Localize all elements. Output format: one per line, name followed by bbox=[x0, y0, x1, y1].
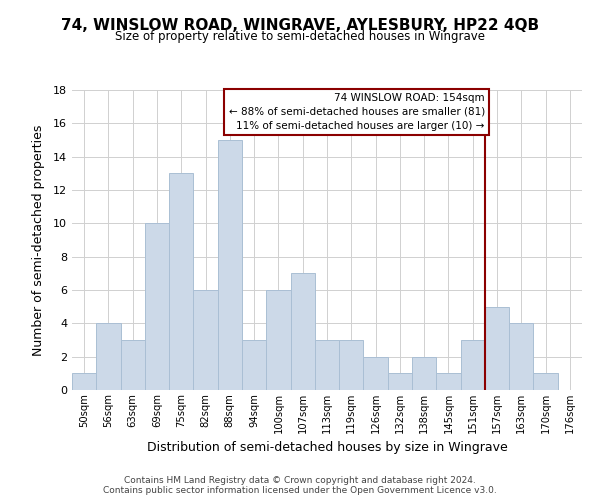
Bar bbox=[266, 290, 290, 390]
Bar bbox=[436, 374, 461, 390]
Text: 74 WINSLOW ROAD: 154sqm
← 88% of semi-detached houses are smaller (81)
11% of se: 74 WINSLOW ROAD: 154sqm ← 88% of semi-de… bbox=[229, 93, 485, 131]
Bar bbox=[290, 274, 315, 390]
Text: Size of property relative to semi-detached houses in Wingrave: Size of property relative to semi-detach… bbox=[115, 30, 485, 43]
Bar bbox=[364, 356, 388, 390]
Bar bbox=[121, 340, 145, 390]
Bar bbox=[509, 324, 533, 390]
Bar bbox=[388, 374, 412, 390]
Bar bbox=[72, 374, 96, 390]
Text: 74, WINSLOW ROAD, WINGRAVE, AYLESBURY, HP22 4QB: 74, WINSLOW ROAD, WINGRAVE, AYLESBURY, H… bbox=[61, 18, 539, 32]
Bar bbox=[339, 340, 364, 390]
Bar bbox=[533, 374, 558, 390]
Bar bbox=[461, 340, 485, 390]
Bar bbox=[412, 356, 436, 390]
Bar bbox=[145, 224, 169, 390]
Text: Contains HM Land Registry data © Crown copyright and database right 2024.: Contains HM Land Registry data © Crown c… bbox=[124, 476, 476, 485]
Bar bbox=[96, 324, 121, 390]
Bar bbox=[485, 306, 509, 390]
Text: Contains public sector information licensed under the Open Government Licence v3: Contains public sector information licen… bbox=[103, 486, 497, 495]
Bar bbox=[193, 290, 218, 390]
Bar bbox=[315, 340, 339, 390]
Bar bbox=[218, 140, 242, 390]
X-axis label: Distribution of semi-detached houses by size in Wingrave: Distribution of semi-detached houses by … bbox=[146, 442, 508, 454]
Bar bbox=[242, 340, 266, 390]
Y-axis label: Number of semi-detached properties: Number of semi-detached properties bbox=[32, 124, 44, 356]
Bar bbox=[169, 174, 193, 390]
